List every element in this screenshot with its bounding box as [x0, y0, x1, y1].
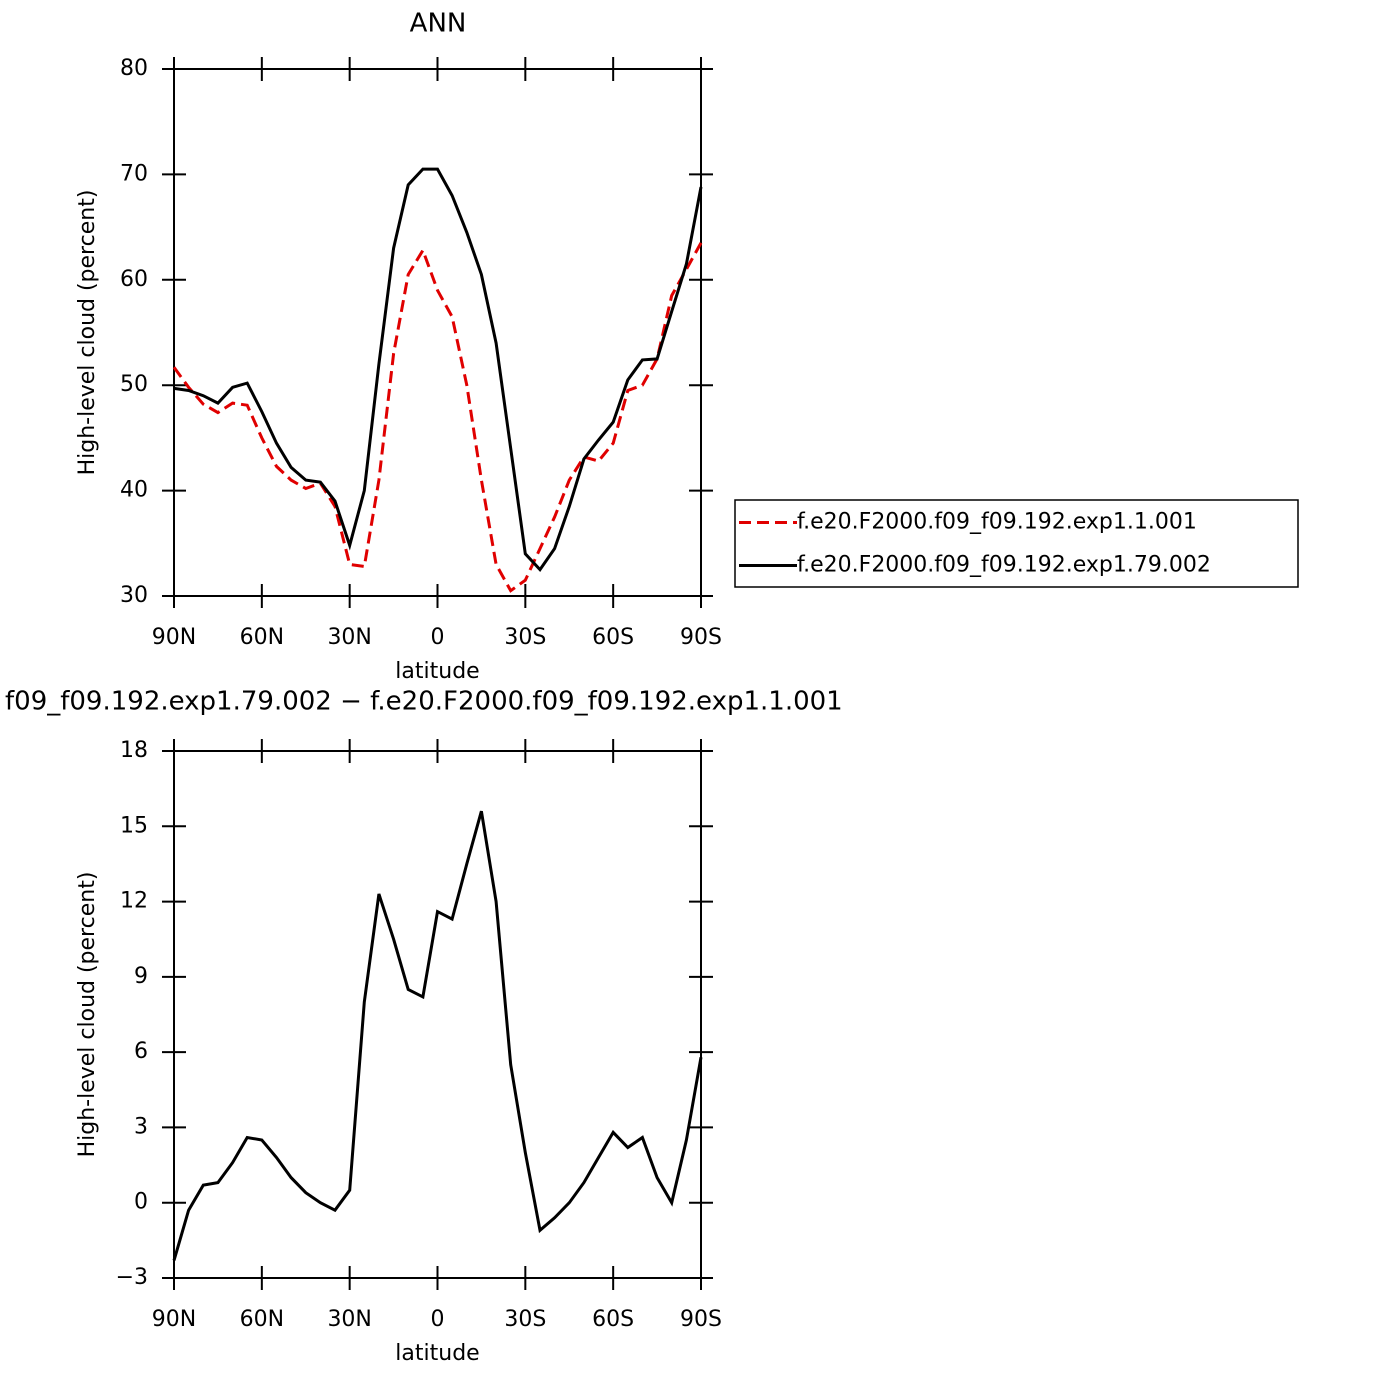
chart-title: f09_f09.192.exp1.79.002 − f.e20.F2000.f0…: [5, 687, 843, 717]
data-line: [173, 167, 703, 572]
x-axis-label: latitude: [395, 659, 479, 684]
legend-label: f.e20.F2000.f09_f09.192.exp1.1.001: [797, 510, 1197, 535]
y-tick-label: 9: [134, 964, 148, 989]
x-tick-label: 90N: [152, 1307, 196, 1332]
y-tick-label: 12: [120, 889, 148, 914]
y-tick-label: 3: [134, 1114, 148, 1139]
chart-title: ANN: [410, 9, 467, 39]
legend-box: [734, 499, 1299, 588]
legend-label: f.e20.F2000.f09_f09.192.exp1.79.002: [797, 553, 1211, 578]
x-tick-label: 30S: [504, 1307, 546, 1332]
y-tick-label: 60: [120, 267, 148, 292]
y-tick-label: 40: [120, 478, 148, 503]
y-tick-label: 50: [120, 372, 148, 397]
data-line: [172, 810, 703, 1261]
x-tick-label: 0: [431, 1307, 445, 1332]
x-tick-label: 30S: [504, 625, 546, 650]
y-tick-label: 6: [134, 1039, 148, 1064]
x-tick-label: 60S: [592, 625, 634, 650]
x-axis-label: latitude: [395, 1341, 479, 1366]
x-tick-label: 90N: [152, 625, 196, 650]
x-tick-label: 0: [431, 625, 445, 650]
plot-frame: [173, 750, 702, 1279]
x-tick-label: 60N: [240, 1307, 284, 1332]
y-tick-label: 18: [120, 738, 148, 763]
data-line: [172, 242, 703, 593]
x-tick-label: 90S: [680, 625, 722, 650]
y-tick-label: 70: [120, 161, 148, 186]
x-tick-label: 30N: [327, 1307, 371, 1332]
y-tick-label: 80: [120, 56, 148, 81]
y-axis-label: High-level cloud (percent): [75, 872, 100, 1158]
y-tick-label: 15: [120, 813, 148, 838]
x-tick-label: 90S: [680, 1307, 722, 1332]
y-tick-label: 30: [120, 583, 148, 608]
x-tick-label: 60N: [240, 625, 284, 650]
y-tick-label: 0: [134, 1190, 148, 1215]
x-tick-label: 60S: [592, 1307, 634, 1332]
plot-frame: [173, 68, 702, 597]
y-axis-label: High-level cloud (percent): [75, 190, 100, 476]
y-tick-label: −3: [116, 1265, 148, 1290]
x-tick-label: 30N: [327, 625, 371, 650]
